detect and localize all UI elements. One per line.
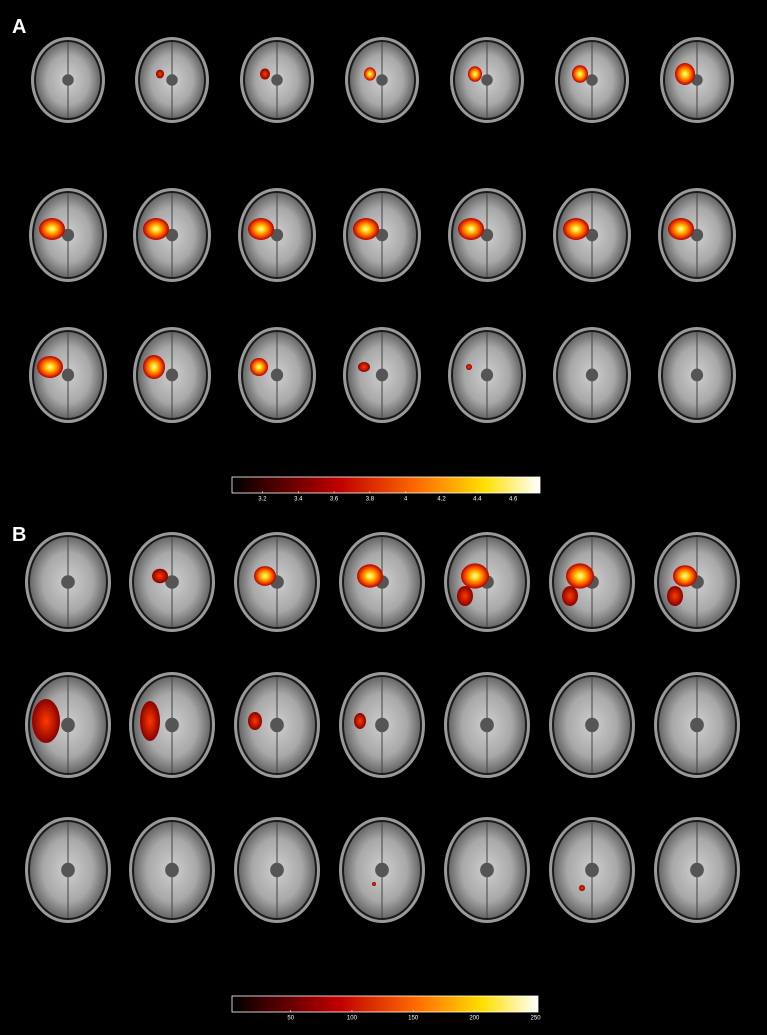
- activation: [562, 586, 578, 606]
- brain-slice: [270, 862, 284, 878]
- brain-slice: [690, 862, 704, 878]
- activation: [248, 712, 262, 730]
- brain-slice: [375, 717, 389, 733]
- panel-label: A: [12, 16, 26, 38]
- brain-slice: [166, 74, 178, 86]
- activation: [466, 364, 472, 370]
- brain-slice: [690, 717, 704, 733]
- activation: [353, 218, 379, 240]
- brain-slice: [165, 575, 179, 589]
- panel-label: B: [12, 524, 26, 546]
- activation: [152, 568, 168, 584]
- brain-slice: [480, 862, 494, 878]
- brain-slice: [61, 717, 75, 733]
- brain-slice: [690, 368, 704, 382]
- activation: [143, 218, 169, 240]
- colorbar-tick-label: 4.2: [437, 497, 446, 503]
- brain-slice: [270, 717, 284, 733]
- activation: [461, 563, 489, 589]
- activation: [364, 67, 376, 81]
- brain-slice: [165, 368, 179, 382]
- colorbar-tick-label: 4.6: [509, 497, 518, 503]
- activation: [457, 586, 473, 606]
- brain-slice: [270, 228, 284, 242]
- activation: [357, 564, 383, 588]
- brain-slice: [375, 368, 389, 382]
- brain-slice: [375, 228, 389, 242]
- activation: [579, 885, 585, 891]
- activation: [254, 566, 276, 586]
- colorbar-tick-label: 150: [408, 1016, 419, 1022]
- colorbar-tick-label: 250: [531, 1016, 542, 1022]
- activation: [37, 356, 63, 378]
- activation: [675, 63, 695, 85]
- activation: [668, 218, 694, 240]
- activation: [248, 218, 274, 240]
- colorbar-tick-label: 3.4: [294, 497, 303, 503]
- brain-slice: [165, 717, 179, 733]
- activation: [572, 65, 588, 83]
- brain-slice: [690, 228, 704, 242]
- colorbar-tick-label: 3.6: [330, 497, 339, 503]
- brain-slice: [480, 717, 494, 733]
- activation: [673, 565, 697, 587]
- brain-slice: [165, 228, 179, 242]
- activation: [140, 701, 160, 741]
- brain-slice: [165, 862, 179, 878]
- brain-slice: [586, 74, 598, 86]
- activation: [566, 563, 594, 589]
- colorbar-tick-label: 4.4: [473, 497, 482, 503]
- brain-slice: [61, 575, 75, 589]
- colorbar: [231, 995, 539, 1013]
- colorbar-tick-label: 4: [404, 497, 408, 503]
- brain-slice: [376, 74, 388, 86]
- brain-slice: [585, 368, 599, 382]
- colorbar: [231, 476, 541, 494]
- brain-slice: [585, 228, 599, 242]
- brain-slice: [585, 717, 599, 733]
- colorbar-tick-label: 3.2: [258, 497, 267, 503]
- brain-slice: [585, 862, 599, 878]
- activation: [667, 586, 683, 606]
- brain-slice: [61, 228, 75, 242]
- brain-slice: [271, 74, 283, 86]
- activation: [358, 362, 370, 372]
- colorbar-tick-label: 50: [287, 1016, 294, 1022]
- activation: [563, 218, 589, 240]
- brain-slice: [62, 74, 74, 86]
- activation: [260, 68, 270, 80]
- activation: [39, 218, 65, 240]
- activation: [156, 69, 164, 79]
- colorbar-tick-label: 100: [347, 1016, 358, 1022]
- brain-slice: [61, 368, 75, 382]
- brain-slice: [481, 74, 493, 86]
- activation: [458, 218, 484, 240]
- colorbar-tick-label: 3.8: [366, 497, 375, 503]
- brain-slice: [375, 862, 389, 878]
- colorbar-tick-label: 200: [469, 1016, 480, 1022]
- activation: [250, 358, 268, 376]
- activation: [32, 699, 60, 743]
- activation: [468, 66, 482, 82]
- activation: [354, 713, 366, 729]
- brain-slice: [270, 368, 284, 382]
- brain-slice: [480, 368, 494, 382]
- brain-slice: [480, 228, 494, 242]
- activation: [143, 355, 165, 379]
- brain-slice: [61, 862, 75, 878]
- activation: [372, 882, 376, 886]
